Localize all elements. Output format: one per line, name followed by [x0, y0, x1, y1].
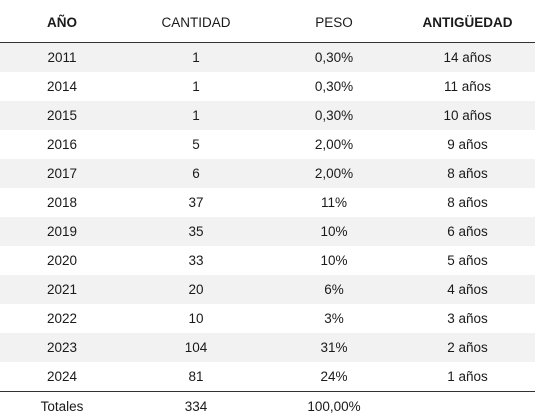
table-row: 2016 5 2,00% 9 años — [0, 130, 535, 159]
cell-year: 2021 — [46, 282, 78, 297]
table-row: 2020 33 10% 5 años — [0, 246, 535, 275]
cell-year: 2017 — [46, 166, 78, 181]
cell-age: 2 años — [447, 340, 488, 355]
cell-year: 2022 — [46, 311, 78, 326]
cell-quantity: 1 — [192, 108, 200, 123]
cell-age: 11 años — [443, 79, 492, 94]
cell-weight: 2,00% — [314, 137, 354, 152]
header-age: ANTIGÜEDAD — [422, 15, 513, 30]
header-weight: PESO — [315, 15, 353, 30]
cell-quantity: 81 — [188, 369, 204, 384]
totals-row: Totales 334 100,00% — [0, 391, 535, 420]
totals-label: Totales — [40, 398, 84, 414]
cell-age: 1 años — [447, 369, 488, 384]
cell-weight: 6% — [324, 282, 344, 297]
totals-weight: 100,00% — [307, 398, 361, 414]
table-body: 2011 1 0,30% 14 años 2014 1 0,30% 11 años 2015 1 0… — [0, 43, 535, 391]
table-row: 2011 1 0,30% 14 años — [0, 43, 535, 72]
totals-quantity: 334 — [184, 398, 208, 414]
cell-quantity: 37 — [188, 195, 204, 210]
cell-age: 8 años — [447, 195, 488, 210]
cell-weight: 10% — [320, 224, 348, 239]
cell-quantity: 20 — [188, 282, 204, 297]
cell-weight: 31% — [320, 340, 348, 355]
cell-year: 2024 — [46, 369, 78, 384]
table-row: 2018 37 11% 8 años — [0, 188, 535, 217]
table-row: 2024 81 24% 1 años — [0, 362, 535, 391]
cell-year: 2018 — [46, 195, 78, 210]
cell-year: 2020 — [46, 253, 78, 268]
cell-age: 14 años — [443, 50, 492, 65]
cell-age: 3 años — [447, 311, 488, 326]
cell-weight: 2,00% — [314, 166, 354, 181]
cell-age: 8 años — [447, 166, 488, 181]
cell-year: 2016 — [46, 137, 78, 152]
table-row: 2023 104 31% 2 años — [0, 333, 535, 362]
cell-age: 9 años — [447, 137, 488, 152]
table-row: 2014 1 0,30% 11 años — [0, 72, 535, 101]
cell-weight: 0,30% — [314, 50, 354, 65]
cell-age: 4 años — [447, 282, 488, 297]
cell-quantity: 1 — [192, 79, 200, 94]
cell-year: 2023 — [46, 340, 78, 355]
cell-quantity: 10 — [188, 311, 204, 326]
cell-year: 2014 — [46, 79, 78, 94]
cell-weight: 10% — [320, 253, 348, 268]
table-row: 2017 6 2,00% 8 años — [0, 159, 535, 188]
cell-age: 6 años — [447, 224, 488, 239]
cell-year: 2019 — [46, 224, 78, 239]
header-year: AÑO — [47, 15, 77, 30]
table-header: AÑO CANTIDAD PESO ANTIGÜEDAD — [0, 0, 535, 43]
cell-quantity: 1 — [192, 50, 200, 65]
table-row: 2022 10 3% 3 años — [0, 304, 535, 333]
cell-weight: 0,30% — [314, 108, 354, 123]
cell-quantity: 104 — [184, 340, 208, 355]
cell-quantity: 35 — [188, 224, 204, 239]
cell-age: 10 años — [443, 108, 492, 123]
table-row: 2021 20 6% 4 años — [0, 275, 535, 304]
cell-weight: 3% — [324, 311, 344, 326]
cell-year: 2015 — [46, 108, 78, 123]
cell-weight: 24% — [320, 369, 348, 384]
cell-weight: 11% — [320, 195, 348, 210]
cell-quantity: 5 — [192, 137, 200, 152]
cell-year: 2011 — [47, 50, 77, 65]
cell-age: 5 años — [447, 253, 488, 268]
cell-weight: 0,30% — [314, 79, 354, 94]
table-row: 2015 1 0,30% 10 años — [0, 101, 535, 130]
table-row: 2019 35 10% 6 años — [0, 217, 535, 246]
cell-quantity: 33 — [188, 253, 204, 268]
cell-quantity: 6 — [192, 166, 200, 181]
header-quantity: CANTIDAD — [161, 15, 231, 30]
